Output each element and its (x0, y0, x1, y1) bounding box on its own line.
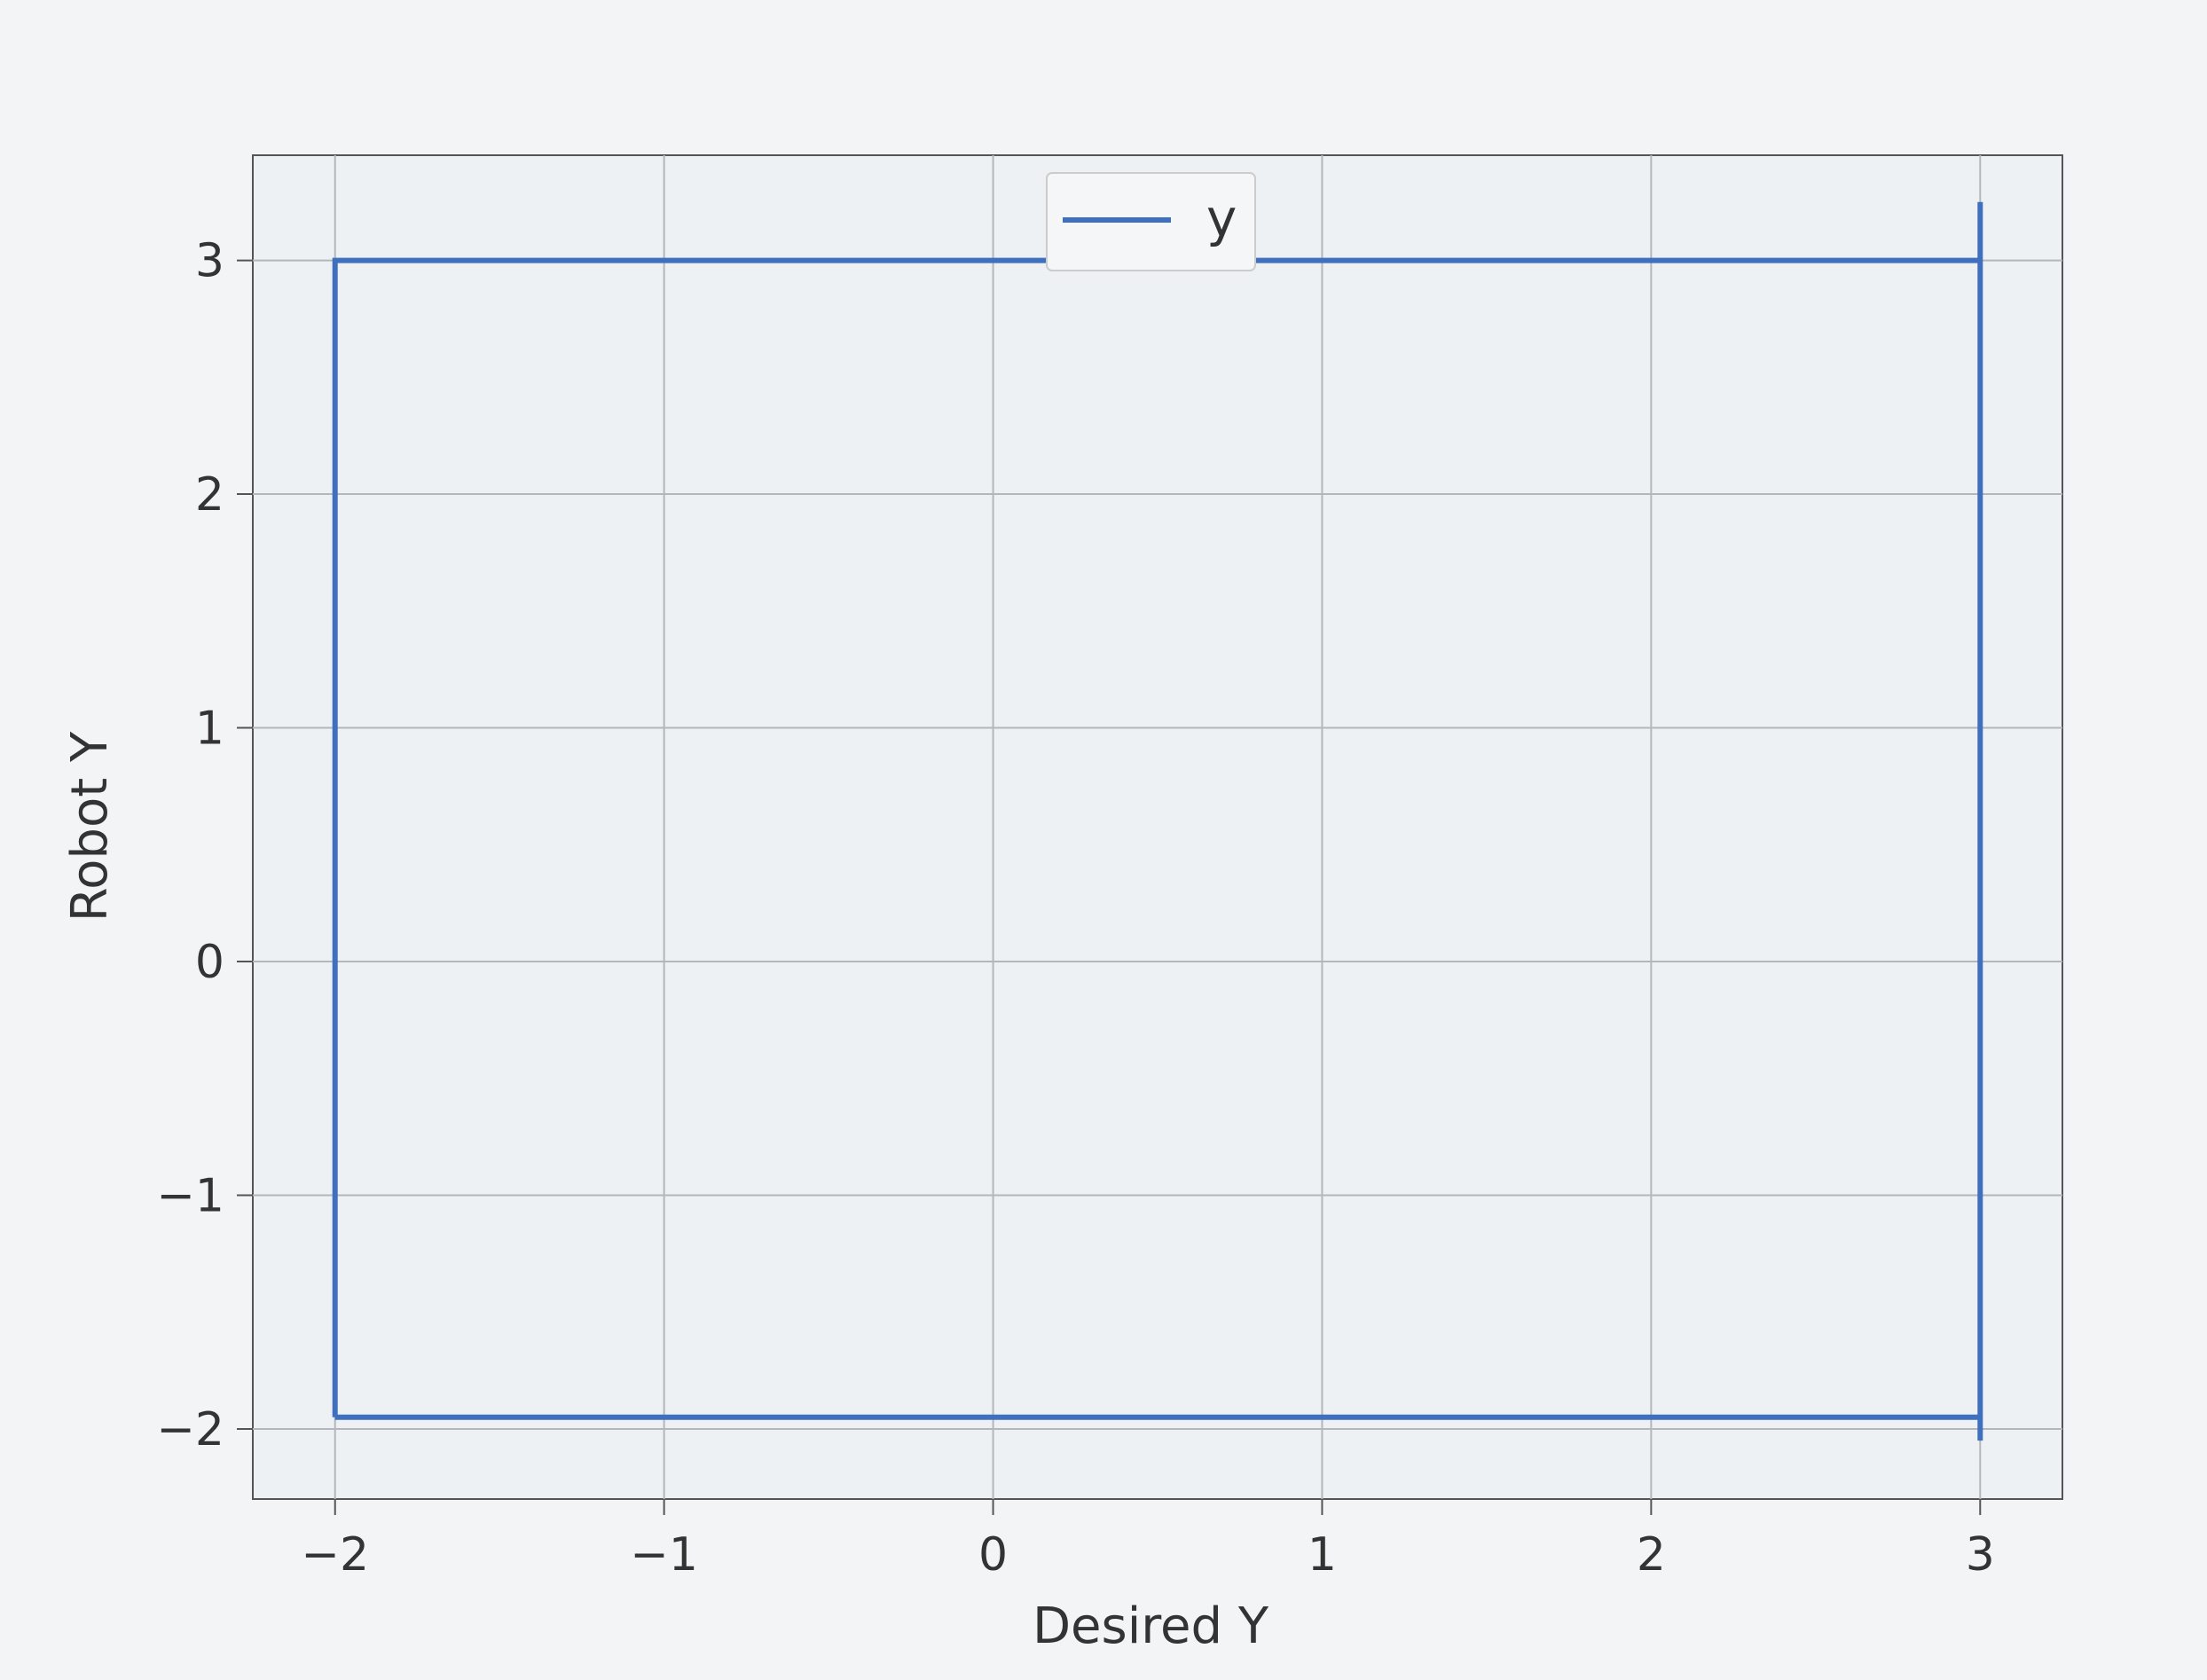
x-tick-label: 2 (1637, 1528, 1666, 1582)
series-line-y (332, 201, 1983, 1441)
x-tick-label: 3 (1966, 1528, 1995, 1582)
y-tick-label: 3 (195, 235, 224, 288)
y-tick-label: 0 (195, 936, 224, 989)
x-tick-label: 1 (1308, 1528, 1337, 1582)
ticks: −2 −1 0 1 2 3 −2 −1 0 1 2 3 (156, 235, 1994, 1582)
x-tick-label: 0 (978, 1528, 1008, 1582)
legend-label-y: y (1206, 188, 1237, 248)
y-tick-label: 1 (195, 703, 224, 756)
y-tick-label: 2 (195, 468, 224, 522)
y-axis-label: Robot Y (61, 731, 119, 922)
x-tick-label: −2 (301, 1528, 369, 1582)
y-tick-label: −1 (156, 1169, 224, 1222)
x-axis-label: Desired Y (1033, 1598, 1269, 1655)
grid (253, 155, 2062, 1499)
legend: y (1046, 172, 1256, 271)
plot-area (252, 154, 2063, 1500)
x-tick-label: −1 (630, 1528, 698, 1582)
series-layer (332, 201, 1983, 1441)
y-tick-label: −2 (156, 1403, 224, 1456)
